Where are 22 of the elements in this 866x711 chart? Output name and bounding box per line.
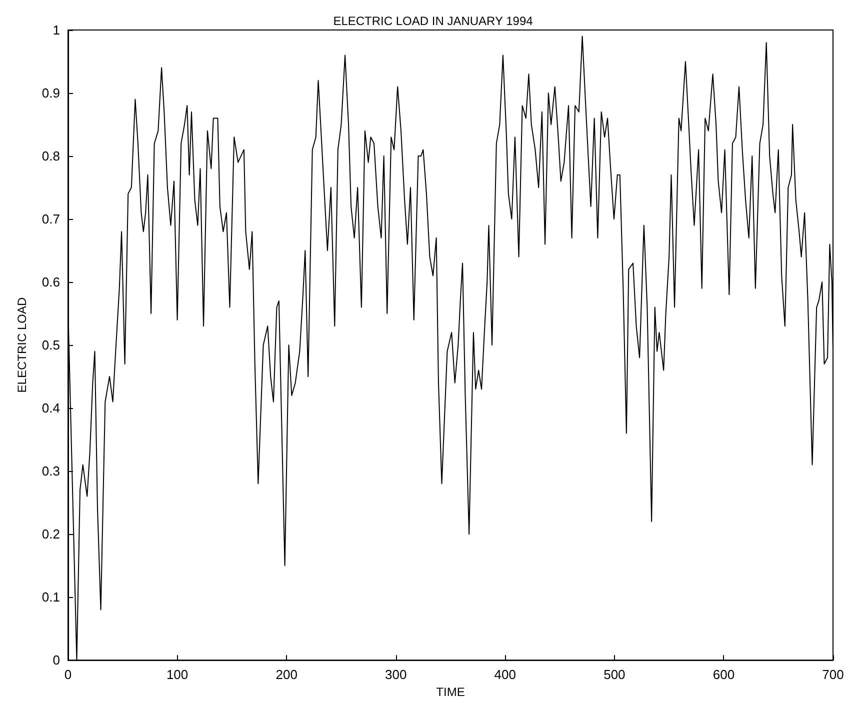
y-tick-label: 0.5 xyxy=(42,338,60,353)
y-tick-label: 1 xyxy=(52,22,60,38)
x-tick-label: 100 xyxy=(166,667,188,682)
chart-title: ELECTRIC LOAD IN JANUARY 1994 xyxy=(333,14,534,28)
x-tick-label: 600 xyxy=(712,667,735,682)
y-tick-label: 0.1 xyxy=(42,590,60,605)
y-tick-label: 0.9 xyxy=(42,86,60,101)
y-tick-label: 0.3 xyxy=(42,464,60,479)
y-tick-label: 0.8 xyxy=(42,148,60,164)
x-tick-label: 0 xyxy=(64,667,72,682)
x-tick-label: 300 xyxy=(385,667,407,682)
y-tick-label: 0.2 xyxy=(42,526,60,542)
y-tick-label: 0.6 xyxy=(42,274,60,290)
x-tick-label: 500 xyxy=(604,667,626,682)
x-tick-label: 700 xyxy=(822,667,844,682)
x-tick-label: 200 xyxy=(276,667,298,682)
y-axis-title: ELECTRIC LOAD xyxy=(15,297,29,393)
x-axis-title: TIME xyxy=(436,685,465,699)
y-tick-label: 0.7 xyxy=(42,212,60,227)
x-tick-label: 400 xyxy=(494,667,516,682)
y-tick-label: 0.4 xyxy=(42,400,60,416)
y-tick-label: 0 xyxy=(52,652,60,668)
